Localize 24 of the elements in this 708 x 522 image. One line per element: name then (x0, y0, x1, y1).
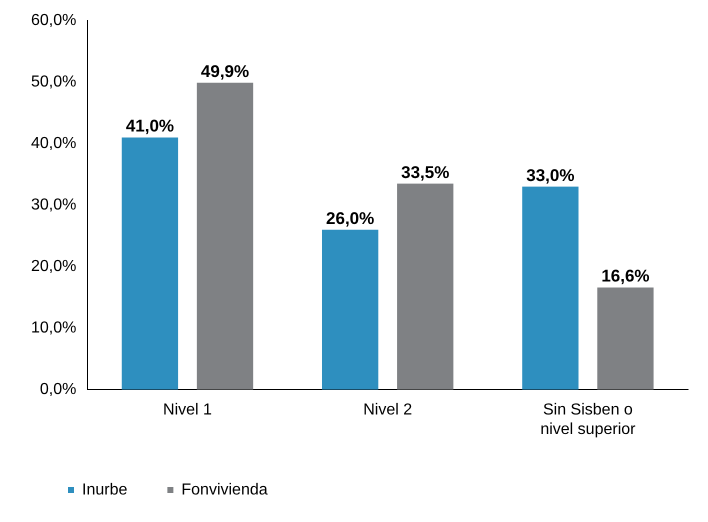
y-tick-label: 20,0% (30, 258, 76, 276)
y-tick-label: 60,0% (30, 12, 76, 30)
bar (397, 184, 454, 390)
y-tick-label: 30,0% (30, 196, 76, 214)
x-tick-label: Nivel 2 (363, 402, 412, 419)
legend-label: Inurbe (82, 481, 128, 498)
data-label: 49,9% (200, 62, 250, 81)
bar (122, 137, 178, 390)
y-tick-label: 10,0% (30, 320, 76, 337)
y-tick-label: 0,0% (40, 381, 76, 398)
data-label: 33,5% (401, 162, 450, 182)
bar (196, 82, 254, 390)
bar (597, 288, 654, 390)
x-tick-label: Sin Sisben o nivel superior (540, 402, 636, 438)
data-label: 41,0% (126, 116, 174, 136)
legend-label: Fonvivienda (181, 481, 268, 498)
y-tick-label: 50,0% (30, 74, 76, 91)
y-tick-label: 40,0% (30, 135, 76, 152)
bar (522, 186, 579, 390)
x-tick-label: Nivel 1 (163, 402, 212, 419)
data-label: 16,6% (601, 266, 650, 286)
data-label: 26,0% (326, 208, 374, 228)
data-label: 33,0% (526, 166, 574, 185)
bar (322, 230, 378, 390)
